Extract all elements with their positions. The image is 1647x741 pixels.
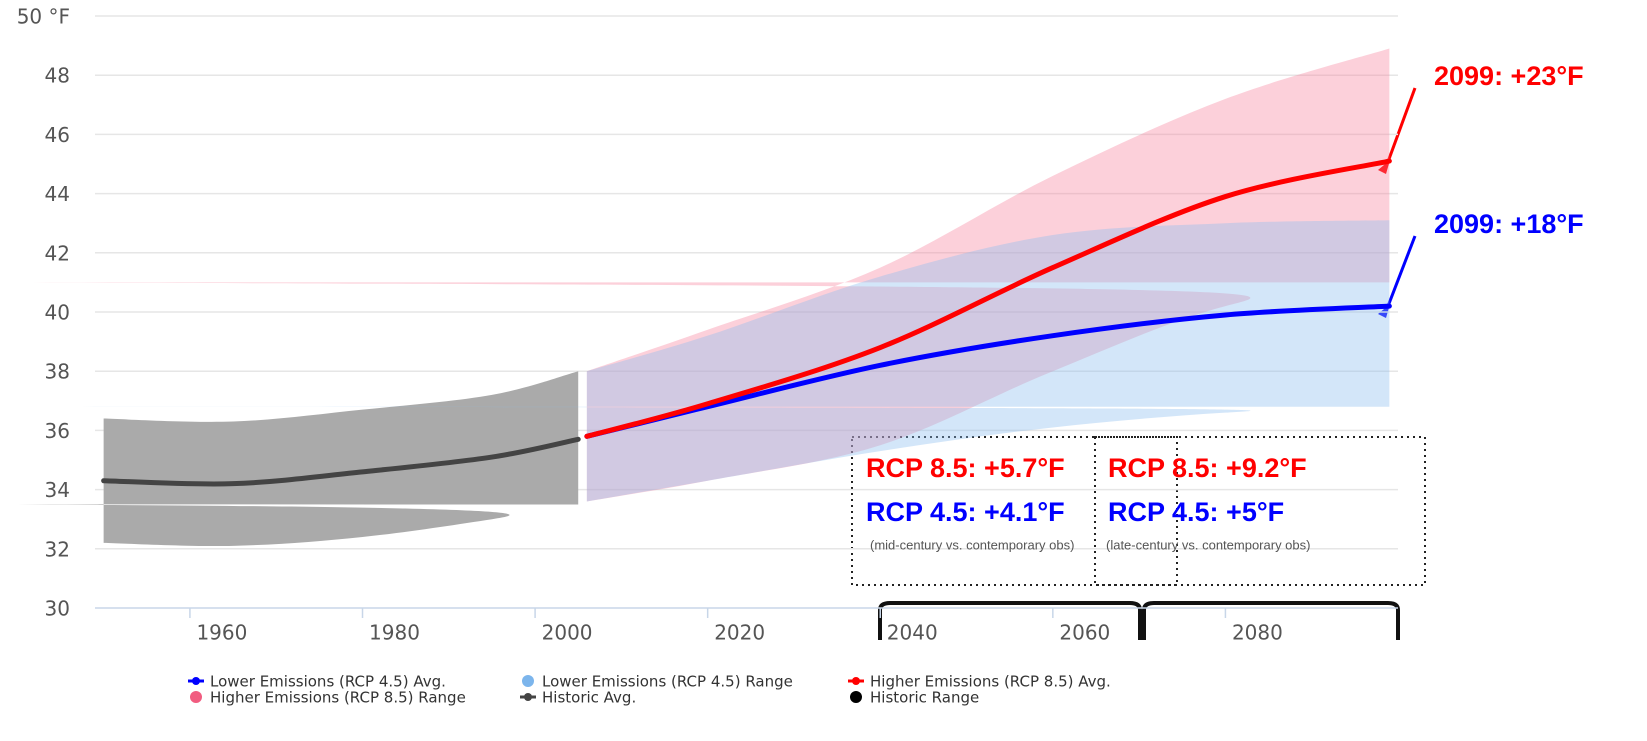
y-tick-label: 30 xyxy=(45,597,70,621)
avg-line xyxy=(584,158,1392,439)
y-tick-label: 38 xyxy=(45,360,70,384)
legend-item: Lower Emissions (RCP 4.5) Range xyxy=(522,673,793,691)
annotation: RCP 4.5: +5°F xyxy=(1108,497,1284,527)
y-tick-label: 42 xyxy=(45,241,70,265)
mid-century-box xyxy=(851,436,1178,586)
legend-label: Higher Emissions (RCP 8.5) Range xyxy=(210,689,466,707)
legend-item: Historic Avg. xyxy=(520,689,636,707)
y-tick-label: 32 xyxy=(45,537,70,561)
arrow-rcp85 xyxy=(1383,87,1417,171)
y-tick-label: 44 xyxy=(45,182,70,206)
annotation: 2099: +18°F xyxy=(1434,209,1584,239)
range-area xyxy=(0,220,1390,502)
avg-line xyxy=(101,436,581,487)
legend-symbol xyxy=(850,691,862,703)
avg-line xyxy=(584,303,1392,439)
annotation: RCP 8.5: +9.2°F xyxy=(1108,453,1307,483)
legend-item: Lower Emissions (RCP 4.5) Avg. xyxy=(188,673,446,691)
arrow-rcp45 xyxy=(1383,235,1417,315)
x-tick-label: 1980 xyxy=(369,621,420,645)
plot-area xyxy=(0,15,1398,618)
legend-item: Historic Range xyxy=(850,689,979,707)
legend-label: Historic Range xyxy=(870,689,979,707)
y-tick-label: 34 xyxy=(45,478,70,502)
x-tick-label: 1960 xyxy=(196,621,247,645)
late-century-bracket xyxy=(1142,601,1400,640)
annotation: (late-century vs. contemporary obs) xyxy=(1106,537,1310,552)
x-tick-label: 2080 xyxy=(1232,621,1283,645)
legend-label: Higher Emissions (RCP 8.5) Avg. xyxy=(870,673,1111,691)
y-tick-label: 46 xyxy=(45,123,70,147)
legend-label: Lower Emissions (RCP 4.5) Avg. xyxy=(210,673,446,691)
annotation: 2099: +23°F xyxy=(1434,61,1584,91)
y-tick-label: 36 xyxy=(45,419,70,443)
x-tick-label: 2000 xyxy=(542,621,593,645)
x-tick-label: 2040 xyxy=(887,621,938,645)
legend-label: Lower Emissions (RCP 4.5) Range xyxy=(542,673,793,691)
y-tick-label: 50 °F xyxy=(17,5,70,29)
y-tick-label: 48 xyxy=(45,64,70,88)
y-tick-label: 40 xyxy=(45,301,70,325)
legend-symbol xyxy=(522,675,534,687)
annotation: RCP 8.5: +5.7°F xyxy=(866,453,1065,483)
annotation: RCP 4.5: +4.1°F xyxy=(866,497,1065,527)
legend-item: Higher Emissions (RCP 8.5) Range xyxy=(190,689,466,707)
legend-label: Historic Avg. xyxy=(542,689,636,707)
annotation: (mid-century vs. contemporary obs) xyxy=(870,537,1074,552)
legend-item: Higher Emissions (RCP 8.5) Avg. xyxy=(848,673,1111,691)
legend-symbol xyxy=(524,693,532,701)
mid-century-bracket xyxy=(878,601,1142,640)
legend-symbol xyxy=(190,691,202,703)
legend-symbol xyxy=(852,677,860,685)
late-century-box xyxy=(1094,436,1426,586)
range-area xyxy=(0,371,579,547)
legend-symbol xyxy=(192,677,200,685)
x-tick-label: 2060 xyxy=(1059,621,1110,645)
x-tick-label: 2020 xyxy=(714,621,765,645)
